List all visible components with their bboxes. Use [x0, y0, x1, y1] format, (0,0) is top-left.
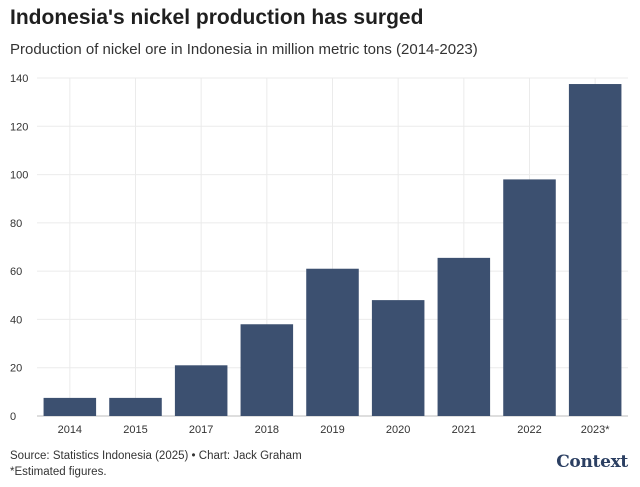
bar-2018	[241, 324, 294, 416]
bar-2015	[109, 398, 162, 416]
bar-2023-estimated	[569, 84, 622, 416]
x-tick-label: 2019	[320, 424, 344, 436]
bar-2017	[175, 365, 228, 416]
context-logo: Context	[556, 452, 628, 472]
x-tick-label: 2022	[517, 424, 541, 436]
x-tick-label: 2021	[452, 424, 476, 436]
x-tick-label: 2018	[255, 424, 279, 436]
x-tick-label: 2023*	[581, 424, 610, 436]
y-tick-label: 20	[10, 363, 22, 375]
bar-2020	[372, 300, 425, 416]
bar-2022	[503, 179, 556, 416]
y-tick-label: 80	[10, 218, 22, 230]
estimate-note: *Estimated figures.	[10, 464, 302, 480]
y-axis-tick-labels: 0 20 40 60 80 100 120 140	[10, 73, 28, 423]
x-tick-label: 2015	[123, 424, 147, 436]
y-tick-label: 40	[10, 314, 22, 326]
bar-2019	[306, 269, 359, 416]
source-note: Source: Statistics Indonesia (2025) • Ch…	[10, 448, 302, 464]
y-tick-label: 120	[10, 121, 28, 133]
x-axis-tick-labels: 2014 2015 2017 2018 2019 2020 2021 2022 2023*	[58, 424, 611, 436]
x-tick-label: 2014	[58, 424, 82, 436]
bar-2014	[44, 398, 97, 416]
bar-2021	[438, 258, 491, 416]
x-tick-label: 2020	[386, 424, 410, 436]
y-tick-label: 60	[10, 266, 22, 278]
chart-footer: Source: Statistics Indonesia (2025) • Ch…	[10, 448, 302, 480]
y-tick-label: 140	[10, 73, 28, 85]
x-tick-label: 2017	[189, 424, 213, 436]
y-tick-label: 100	[10, 170, 28, 182]
y-tick-label: 0	[10, 411, 16, 423]
